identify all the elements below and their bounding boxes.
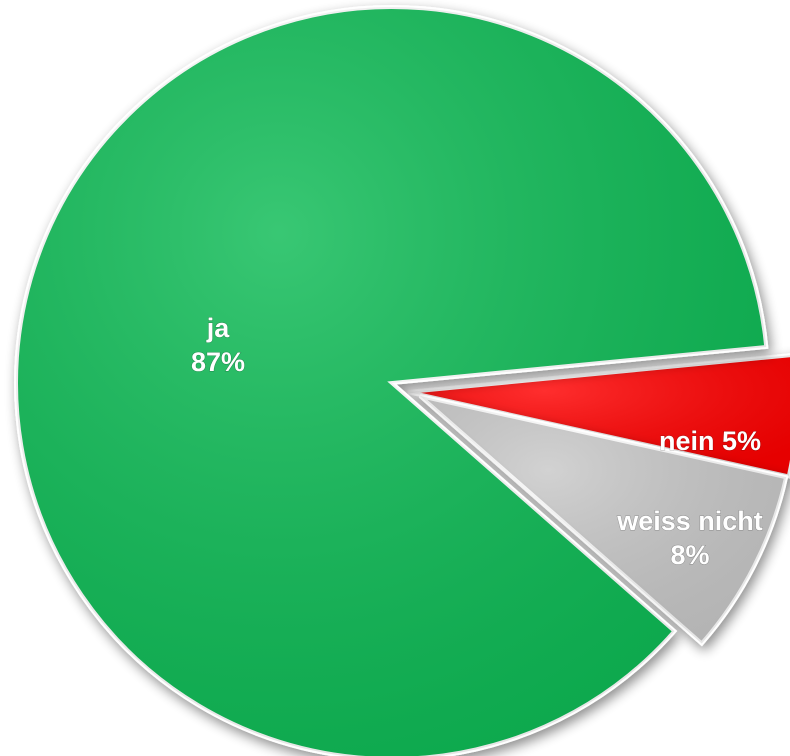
pie-slice-shine-ja — [16, 7, 767, 756]
slice-value-text: 87% — [191, 347, 245, 377]
slice-label-text: nein — [659, 426, 715, 456]
slice-label-weiss-nicht: weiss nicht 8% — [616, 506, 763, 570]
slice-value-text: 8% — [670, 540, 709, 570]
pie-slice-shine-weiss-nicht — [420, 396, 787, 644]
slice-value-text: 5% — [714, 426, 761, 456]
slice-label-nein: nein 5% — [659, 426, 761, 456]
labels-layer: ja 87% nein 5% weiss nicht 8% — [190, 313, 763, 571]
pie-slice-shine-nein — [408, 355, 790, 477]
slice-label-text: ja — [206, 313, 231, 343]
slices-layer — [14, 5, 790, 756]
slice-label-ja: ja 87% — [191, 313, 245, 377]
slice-label-text: weiss nicht — [616, 506, 763, 536]
